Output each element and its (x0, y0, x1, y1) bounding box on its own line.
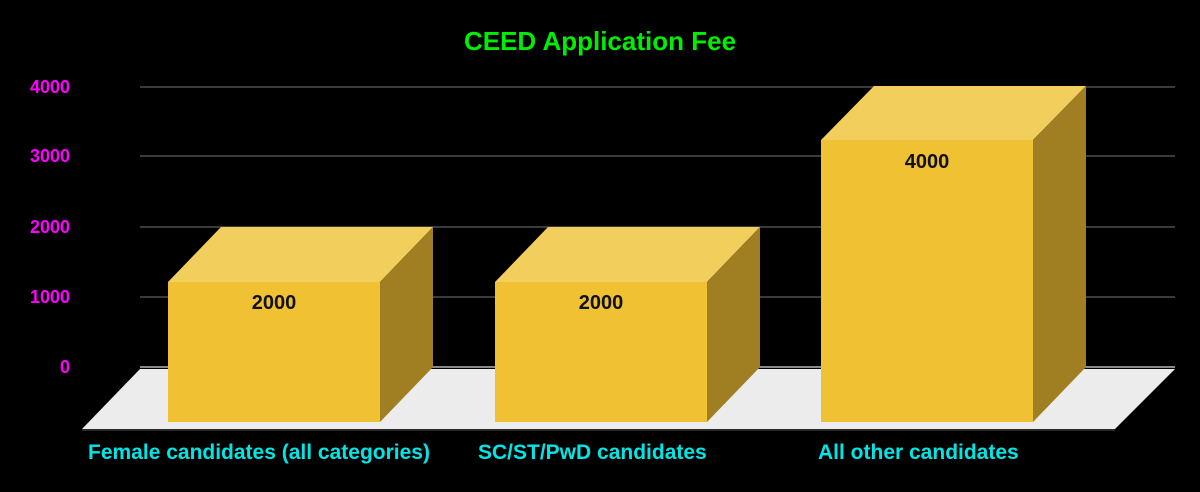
y-tick-3000: 3000 (29, 146, 70, 166)
data-label-female: 2000 (251, 292, 297, 314)
y-tick-0: 0 (59, 357, 70, 377)
bar-female-candidates (168, 227, 433, 422)
x-label-female: Female candidates (all categories) (88, 441, 430, 464)
bar-all-other-candidates (821, 86, 1086, 422)
data-label-all-other: 4000 (904, 151, 950, 173)
chart-title: CEED Application Fee (463, 26, 737, 56)
x-label-sc-st-pwd: SC/ST/PwD candidates (478, 441, 707, 464)
x-label-all-other: All other candidates (818, 441, 1019, 464)
data-label-sc-st-pwd: 2000 (578, 292, 624, 314)
y-tick-4000: 4000 (29, 77, 70, 97)
y-tick-1000: 1000 (29, 287, 70, 307)
y-tick-2000: 2000 (29, 217, 70, 237)
bar-sc-st-pwd-candidates (495, 227, 760, 422)
